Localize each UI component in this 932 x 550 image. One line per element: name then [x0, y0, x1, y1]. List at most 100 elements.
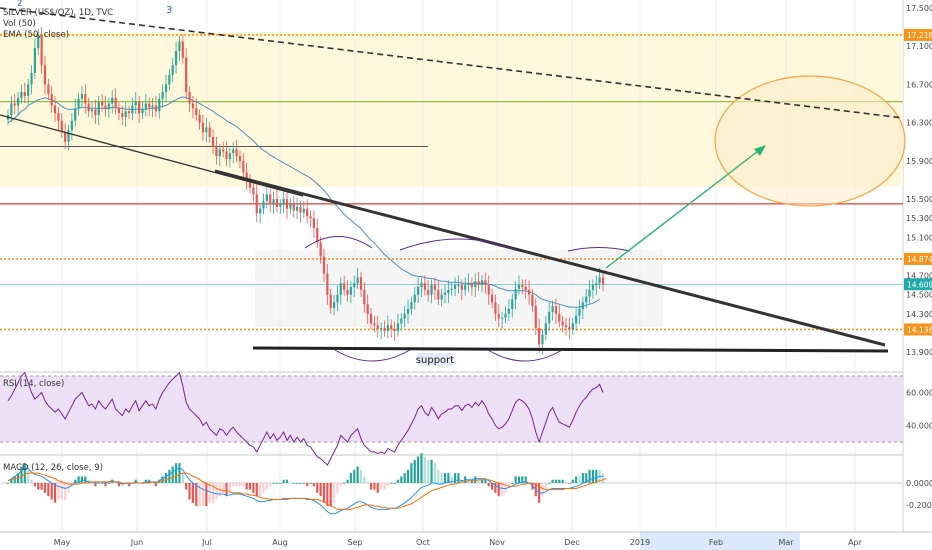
macd-bar [430, 459, 433, 483]
macd-bar [114, 483, 117, 484]
macd-bar [185, 483, 188, 490]
price-tag [904, 28, 932, 41]
rsi-label: RSI (14, close) [3, 379, 64, 389]
candle-body [309, 216, 312, 219]
candle-body [393, 329, 396, 331]
candle-body [571, 323, 574, 330]
candle-body [279, 204, 282, 207]
y-tick-label: 15.300 [906, 214, 932, 223]
x-tick-label: Sep [347, 538, 362, 547]
candle-body [527, 289, 531, 295]
rsi-line [7, 371, 604, 466]
macd-bar [366, 483, 369, 484]
macd-bar [561, 479, 564, 483]
lower-trendline-thin[interactable] [0, 114, 304, 197]
macd-bar [208, 483, 211, 503]
time-axis[interactable]: May Jun Jul Aug Sep Oct Nov Dec 2019 Feb Mar Apr [54, 538, 863, 547]
macd-bar [433, 463, 437, 483]
candle-body [138, 101, 141, 114]
symbol-title: SILVER (US$/OZ), 1D, TVC [3, 8, 113, 18]
macd-bar [269, 483, 272, 487]
candle-body [232, 149, 235, 154]
macd-bar [571, 479, 574, 483]
candle-body [40, 34, 43, 66]
candle-body [336, 294, 339, 303]
support-label-bg [418, 353, 453, 366]
candle-body [423, 283, 426, 290]
macd-bar [151, 483, 154, 484]
macd-bar [94, 483, 97, 487]
candle-body [564, 325, 568, 328]
macd-bar [242, 483, 245, 487]
candle-body [359, 277, 363, 290]
candle-body [262, 201, 265, 209]
candle-body [339, 283, 342, 295]
macd-bar [262, 483, 265, 493]
x-tick-label: Oct [416, 538, 430, 547]
macd-bar [437, 469, 440, 483]
macd-bar [349, 473, 352, 483]
macd-bar [195, 483, 198, 507]
upper-trendline-dashed[interactable] [0, 7, 904, 119]
candle-body [87, 103, 90, 112]
macd-bar [272, 483, 275, 484]
candle-body [121, 113, 124, 117]
macd-bar [423, 456, 426, 483]
x-tick-label: Dec [564, 538, 579, 547]
macd-bar [403, 473, 406, 483]
candle-body [10, 103, 13, 116]
candle-body [474, 281, 477, 288]
macd-tick-label: 0.0000 [906, 479, 932, 488]
candle-body [490, 294, 494, 303]
candle-body [380, 328, 383, 330]
candle-body [433, 285, 437, 290]
macd-bar [517, 476, 521, 483]
x-tick-label: Mar [778, 538, 794, 547]
target-ellipse[interactable] [714, 75, 906, 207]
macd-bar [595, 469, 598, 483]
macd-bar [252, 483, 255, 493]
candle-body [269, 194, 272, 204]
price-tag [904, 252, 932, 265]
macd-bar [400, 476, 403, 483]
arrow-head-icon [754, 145, 766, 156]
macd-line [7, 467, 603, 515]
candle-body [544, 323, 547, 335]
macd-bar [494, 483, 497, 493]
macd-bar [90, 483, 94, 484]
candle-body [534, 306, 537, 329]
candle-body [20, 92, 23, 98]
candle-body [27, 84, 30, 96]
candle-body [124, 111, 127, 117]
macd-bar [198, 483, 201, 507]
candle-body [16, 97, 20, 106]
y-tick-label: 15.900 [906, 157, 932, 166]
candle-body [551, 306, 554, 312]
candle-body [259, 208, 262, 214]
macd-bar [117, 483, 121, 487]
price-tag-label: 14.609 [907, 280, 932, 289]
macd-bar [578, 476, 581, 483]
y-tick-label: 15.100 [906, 233, 932, 242]
x-tick-label: Jun [130, 538, 144, 547]
macd-bar [275, 483, 279, 484]
arc-top-left [304, 236, 373, 249]
macd-bar [524, 476, 527, 483]
macd-bar [23, 463, 26, 483]
candle-body [114, 97, 117, 109]
candle-body [376, 325, 379, 330]
support-line[interactable] [252, 346, 889, 353]
y-tick-label: 13.900 [906, 348, 932, 357]
macd-bar [322, 483, 326, 503]
macd-bar [282, 479, 285, 483]
rsi-tick-label: 60.0000 [906, 389, 932, 398]
price-axis[interactable]: 17.500 17.100 16.700 16.300 15.900 15.500 15.3… [906, 4, 932, 357]
macd-bar [514, 476, 517, 483]
arc-top-mid [399, 238, 516, 251]
candle-body [363, 289, 366, 305]
price-tag-label: 17.218 [907, 31, 932, 40]
candle-body [296, 206, 299, 211]
candle-body [131, 105, 134, 114]
descending-trendline[interactable] [214, 169, 886, 347]
